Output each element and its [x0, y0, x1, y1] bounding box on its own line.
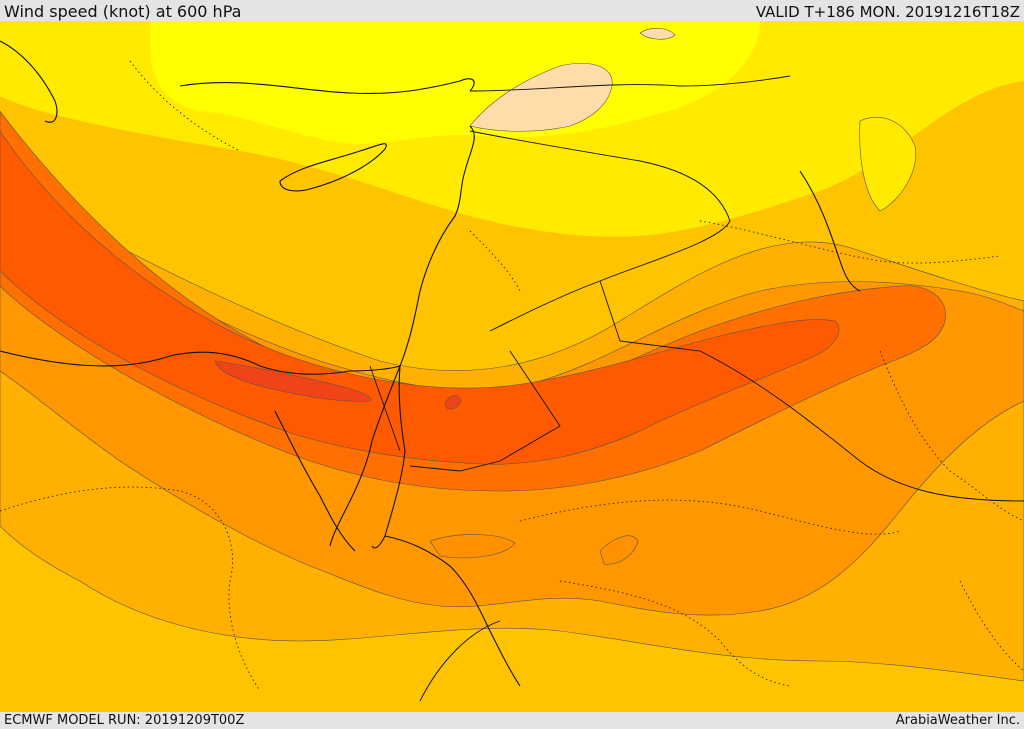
- footer-bar: ECMWF MODEL RUN: 20191209T00Z ArabiaWeat…: [0, 712, 1024, 729]
- province-borders: [0, 60, 1024, 692]
- jet-max-small: [445, 395, 461, 410]
- credit-label: ArabiaWeather Inc.: [895, 713, 1020, 728]
- low-speed-patch-east: [859, 116, 917, 212]
- coastlines: [0, 40, 861, 687]
- valid-time: VALID T+186 MON. 20191216T18Z: [755, 3, 1020, 21]
- jet-core: [0, 130, 840, 465]
- country-borders: [369, 75, 1024, 702]
- strong-patch-east: [599, 535, 639, 565]
- header-bar: Wind speed (knot) at 600 hPa VALID T+186…: [0, 0, 1024, 21]
- jet-max: [214, 360, 372, 402]
- map-title: Wind speed (knot) at 600 hPa: [4, 2, 242, 21]
- wind-speed-map: [0, 21, 1024, 712]
- strong-patch-south: [429, 534, 516, 559]
- calm-zone-north: [639, 28, 676, 40]
- calm-zone: [469, 63, 613, 132]
- model-run-label: ECMWF MODEL RUN: 20191209T00Z: [4, 713, 245, 728]
- wind-speed-map-canvas: [0, 21, 1024, 712]
